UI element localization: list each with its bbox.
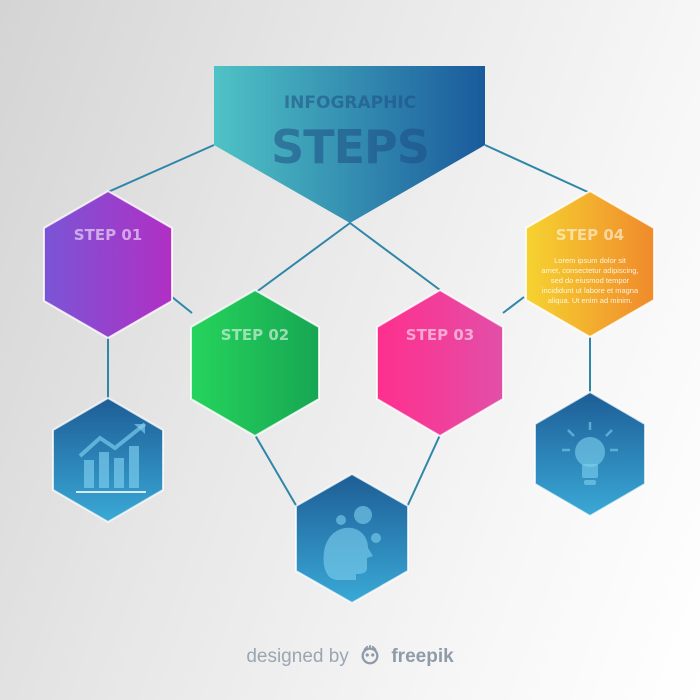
step-title: STEP 04	[556, 226, 624, 244]
freepik-logo-icon	[361, 644, 379, 665]
step-hexagon-purple: STEP 01	[43, 189, 173, 340]
hexagon-shape	[43, 189, 173, 340]
hexagon-shape	[190, 288, 320, 438]
connector-purple-green	[171, 296, 193, 314]
connector-header-green	[254, 222, 351, 294]
designer-credit[interactable]: designed by freepik	[0, 644, 700, 668]
connector-header-pink	[349, 222, 441, 291]
icon-hexagon-chart	[52, 396, 164, 524]
step-text-line: Lorem ipsum dolor sit	[554, 256, 627, 265]
step-text-line: incididunt ut labore et magna	[542, 286, 639, 295]
hexagon-shape	[376, 288, 504, 438]
credit-brand: freepik	[391, 646, 454, 667]
lightbulb-icon	[562, 422, 618, 485]
growth-chart-icon	[76, 422, 147, 493]
step-title: STEP 02	[221, 326, 289, 344]
connector-green-gear	[254, 434, 298, 508]
connector-orange-pink	[502, 296, 525, 314]
icon-hexagon-bulb	[534, 390, 646, 518]
step-text-line: sed do eiusmod tempor	[551, 276, 630, 285]
connector-header-purple	[107, 144, 215, 193]
connector-lines	[107, 144, 591, 508]
step-text-line: aliqua. Ut enim ad minim.	[548, 296, 633, 305]
icon-hexagon-gear	[295, 472, 409, 605]
step-hexagon-green: STEP 02	[190, 288, 320, 438]
header-line2: STEPS	[271, 120, 429, 174]
gear-head-icon	[323, 506, 381, 580]
step-text-line: amet, consectetur adipiscing,	[541, 266, 638, 275]
step-title: STEP 01	[74, 226, 142, 244]
step-hexagon-orange: STEP 04 Lorem ipsum dolor sit amet, cons…	[525, 189, 655, 339]
step-hexagon-pink: STEP 03	[376, 288, 504, 438]
hexagon-shape	[525, 189, 655, 339]
header-banner: INFOGRAPHIC STEPS	[214, 66, 485, 223]
header-line1: INFOGRAPHIC	[284, 93, 416, 113]
connector-pink-gear	[406, 434, 441, 508]
header-shape	[214, 66, 485, 223]
step-title: STEP 03	[406, 326, 474, 344]
connector-header-orange	[484, 144, 591, 194]
credit-prefix: designed by	[246, 646, 349, 667]
